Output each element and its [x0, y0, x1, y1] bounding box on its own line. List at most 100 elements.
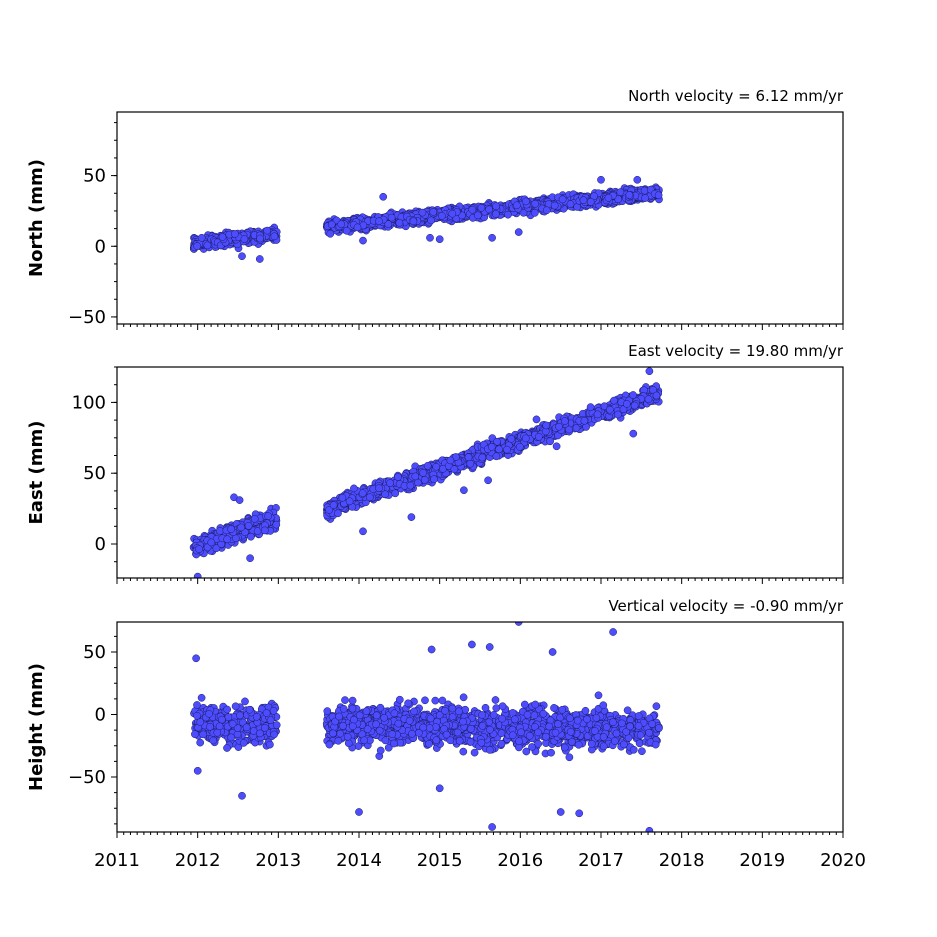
data-point: [240, 235, 249, 243]
data-point: [488, 233, 496, 242]
data-point: [375, 217, 383, 226]
data-point: [512, 201, 521, 210]
data-point: [470, 748, 479, 757]
data-point: [199, 730, 208, 739]
data-point: [590, 192, 598, 201]
data-point: [430, 475, 438, 484]
data-point: [654, 191, 663, 200]
data-point: [630, 401, 639, 410]
data-point: [353, 223, 362, 232]
data-point: [565, 753, 574, 762]
data-point: [423, 461, 432, 470]
data-point: [246, 554, 254, 563]
data-point: [485, 205, 493, 214]
data-point: [247, 532, 255, 541]
data-point: [419, 469, 427, 477]
data-point: [338, 493, 347, 502]
data-point: [622, 400, 631, 408]
data-point: [531, 199, 540, 208]
data-point: [358, 489, 367, 498]
data-point: [386, 479, 394, 487]
data-point: [586, 198, 595, 206]
data-point: [379, 192, 388, 201]
data-point: [345, 497, 354, 506]
data-point: [262, 709, 271, 717]
data-point: [468, 205, 477, 214]
y-tick-label: 0: [95, 236, 106, 257]
data-point: [530, 711, 539, 720]
data-point: [207, 538, 216, 547]
data-point: [614, 410, 622, 419]
data-point: [195, 545, 203, 553]
data-point: [325, 506, 334, 514]
data-point: [503, 445, 511, 454]
data-point: [395, 218, 404, 227]
data-point: [327, 220, 336, 229]
data-point: [610, 396, 618, 405]
data-point: [641, 194, 649, 202]
data-point: [341, 696, 349, 704]
data-point: [644, 395, 653, 404]
data-point: [209, 736, 218, 745]
data-point: [272, 520, 281, 529]
data-point: [616, 188, 625, 196]
data-point: [263, 226, 272, 235]
data-point: [519, 208, 528, 217]
data-point: [604, 194, 613, 202]
data-point: [520, 700, 529, 709]
data-point: [256, 234, 264, 243]
data-point: [418, 208, 427, 217]
data-point: [252, 712, 261, 721]
y-tick-label: 50: [83, 166, 106, 187]
data-point: [227, 525, 236, 533]
data-point: [429, 208, 438, 216]
data-point: [391, 489, 400, 498]
data-point: [218, 715, 226, 724]
data-point: [203, 241, 212, 250]
data-point: [264, 512, 273, 520]
data-point: [560, 743, 569, 752]
data-point: [477, 203, 486, 212]
data-point: [560, 417, 569, 425]
data-point: [579, 196, 588, 205]
data-point: [586, 403, 595, 411]
data-point: [193, 711, 201, 720]
data-point: [542, 421, 551, 430]
data-point: [652, 391, 661, 400]
data-point: [212, 544, 221, 553]
data-point: [241, 697, 249, 706]
data-point: [493, 437, 501, 446]
data-point: [652, 702, 661, 711]
data-point: [504, 210, 512, 219]
data-point: [245, 705, 254, 714]
y-tick-label: −50: [68, 307, 106, 328]
data-point: [638, 747, 646, 756]
data-point: [448, 209, 457, 218]
data-point: [474, 211, 482, 220]
data-point: [633, 175, 642, 184]
data-point: [359, 236, 367, 245]
data-point: [411, 472, 420, 481]
data-point: [242, 723, 251, 732]
data-point: [365, 493, 374, 502]
data-point: [522, 197, 530, 206]
data-point: [206, 722, 214, 731]
data-point: [495, 445, 503, 454]
data-point: [223, 705, 232, 714]
data-point: [459, 747, 468, 756]
data-point: [466, 459, 475, 468]
data-point: [593, 410, 602, 419]
data-point: [432, 462, 441, 471]
data-point: [256, 729, 264, 738]
data-point: [227, 733, 236, 742]
data-point: [534, 432, 543, 441]
height-points: [190, 622, 663, 832]
east-velocity-title: East velocity = 19.80 mm/yr: [628, 342, 844, 360]
data-point: [191, 730, 199, 739]
data-point: [375, 484, 383, 493]
data-point: [580, 416, 589, 425]
data-point: [381, 490, 389, 499]
data-point: [266, 716, 275, 725]
